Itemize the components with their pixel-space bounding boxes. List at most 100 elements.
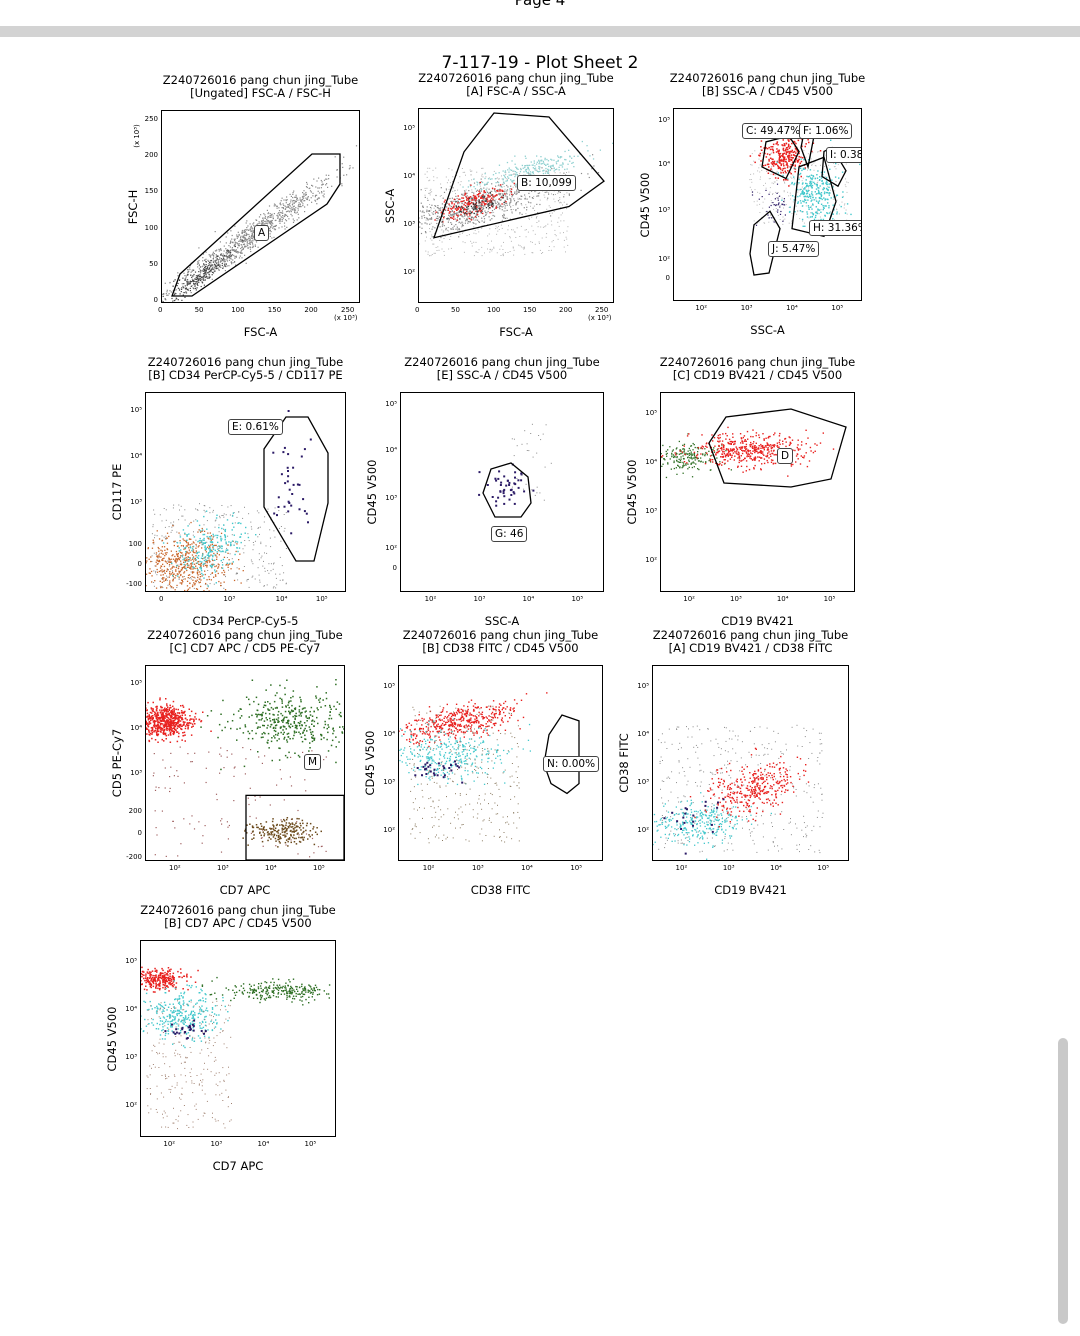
plot-title-line2: [E] SSC-A / CD45 V500	[436, 368, 568, 382]
population-dots	[751, 183, 786, 226]
gate-c[interactable]	[761, 135, 800, 180]
gate-g[interactable]	[482, 462, 532, 518]
gate-e[interactable]	[263, 416, 329, 562]
plot-title-line1: Z240726016 pang chun jing_Tube	[404, 355, 600, 369]
plot-canvas	[478, 423, 552, 518]
gate-label-d[interactable]: D	[777, 448, 794, 464]
plot-canvas	[146, 679, 344, 860]
page-label: Page 4	[514, 0, 566, 9]
plot-title-line2: [Ungated] FSC-A / FSC-H	[190, 86, 331, 100]
chart_data.9-y-tick-label: 10³	[125, 1053, 137, 1062]
gate-label-j[interactable]: J: 5.47%	[768, 241, 820, 257]
chart_data.0-y-tick-label: 50	[149, 259, 158, 268]
chart_data.3-y-tick-label: 10³	[130, 498, 142, 506]
population-dots	[511, 423, 552, 501]
chart_data.3-y-tick-label: 10⁵	[130, 406, 142, 414]
gate-label-e[interactable]: E: 0.61%	[228, 419, 283, 435]
gate-label-f[interactable]: F: 1.06%	[799, 123, 853, 139]
plot-frame-p8[interactable]: N: 0.00%	[398, 665, 603, 861]
gate-label-h[interactable]: H: 31.36%	[809, 220, 861, 236]
gate-j[interactable]	[749, 210, 781, 276]
population-dots	[689, 747, 810, 828]
chart_data.7-y-tick-label: 10⁴	[383, 729, 395, 738]
population-dots	[146, 697, 212, 743]
population-dots	[749, 129, 822, 187]
population-dots	[663, 798, 725, 855]
plot-frame-p4[interactable]: E: 0.61%	[145, 392, 346, 592]
gate-label-g[interactable]: G: 46	[491, 526, 528, 542]
gate-d[interactable]	[708, 408, 847, 488]
plot-canvas	[162, 145, 358, 302]
plot-title: Z240726016 pang chun jing_Tube [E] SSC-A …	[372, 356, 632, 382]
chart_data.5-y-tick-label: 10⁵	[645, 409, 657, 417]
gate-m[interactable]	[245, 794, 344, 860]
chart_data.2-x-tick-label: 10³	[740, 304, 753, 312]
plot-frame-p7[interactable]: M	[145, 665, 345, 861]
plot-frame-p9[interactable]	[652, 665, 849, 861]
chart_data.5-x-tick-label: 10⁵	[823, 595, 836, 603]
plot-title-line2: [B] CD7 APC / CD45 V500	[164, 916, 312, 930]
chart_data.9-x-tick-label: 10⁵	[304, 1140, 317, 1148]
x-axis-label: CD7 APC	[219, 883, 271, 897]
population-dots	[164, 1019, 207, 1040]
plot-frame-p3[interactable]: C: 49.47%F: 1.06% I: 0.38% H: 31.36% J: 5.4…	[673, 108, 862, 301]
chart_data.2-x-tick-label: 10⁴	[786, 304, 798, 312]
gate-b[interactable]	[432, 112, 605, 239]
scrollbar-thumb[interactable]	[1058, 1038, 1068, 1324]
plot-frame-p2[interactable]: B: 10,099	[418, 108, 614, 303]
chart_data.3-x-tick-label: 10³	[223, 595, 236, 603]
population-dots	[201, 976, 331, 1006]
chart_data.1-y-tick-label: 10⁵	[403, 124, 415, 133]
chart_data.1-x-tick-label: 100	[487, 306, 501, 314]
population-dots	[399, 692, 548, 748]
gate-n[interactable]	[543, 714, 580, 795]
chart_data.8-y-tick-label: 10⁵	[637, 681, 649, 690]
chart_data.6-y-tick-label: 10³	[130, 768, 142, 777]
chart_data.4-x-tick-label: 10⁵	[571, 595, 584, 603]
chart_data.8-y-tick-label: 10³	[637, 777, 649, 786]
plot-title-line2: [C] CD7 APC / CD5 PE-Cy7	[169, 641, 321, 655]
gate-label-n[interactable]: N: 0.00%	[543, 756, 600, 772]
plot-frame-p10[interactable]	[140, 940, 336, 1137]
population-dots	[419, 154, 600, 245]
gate-label-i[interactable]: I: 0.38%	[826, 147, 861, 163]
chart_data.1-y-tick-label: 10⁴	[403, 172, 415, 181]
population-dots	[441, 192, 505, 223]
plot-title: Z240726016 pang chun jing_Tube [A] FSC-A …	[386, 72, 646, 98]
chart_data.3-y-tick-label: 10⁴	[130, 452, 142, 460]
gate-label-a[interactable]: A	[254, 225, 270, 241]
chart_data.2-y-tick-label: 10⁵	[658, 115, 670, 124]
chart_data.3-y-tick-label: 0	[137, 560, 142, 568]
chart_data.3-x-tick-label: 10⁵	[315, 595, 328, 603]
plot-frame-p1[interactable]: A	[161, 110, 360, 303]
chart_data.1-x-tick-label: 150	[523, 306, 537, 314]
page-separator	[0, 26, 1080, 37]
gate-label-c[interactable]: C: 49.47%	[742, 123, 805, 139]
plot-frame-p6[interactable]: D	[660, 392, 855, 592]
chart_data.9-x-tick-label: 10²	[163, 1140, 176, 1148]
gate-label-m[interactable]: M	[304, 754, 322, 770]
chart_data.0-y-tick-label: 150	[144, 187, 158, 196]
population-dots	[141, 980, 229, 1049]
chart_data.1-x-tick-label: 200	[559, 306, 573, 314]
plot-title-line1: Z240726016 pang chun jing_Tube	[659, 355, 856, 369]
chart_data.9-x-tick-label: 10⁴	[257, 1140, 270, 1148]
gate-label-b[interactable]: B: 10,099	[517, 175, 576, 192]
chart_data.5-y-tick-label: 10³	[645, 507, 657, 515]
population-dots	[272, 410, 312, 535]
plot-title: Z240726016 pang chun jing_Tube [Ungated] …	[131, 74, 391, 100]
chart_data.4-y-tick-label: 10⁵	[385, 400, 397, 408]
y-axis-label: SSC-A	[383, 188, 397, 223]
gate-a[interactable]	[171, 153, 341, 297]
chart_data.8-x-tick-label: 10²	[675, 864, 688, 872]
plot-frame-p5[interactable]: G: 46	[400, 392, 604, 592]
population-dots	[162, 240, 249, 302]
chart_data.6-y-tick-label: -200	[126, 853, 142, 861]
chart_data.6-y-tick-label: 200	[128, 807, 142, 815]
x-multiplier: (x 10³)	[334, 314, 358, 322]
chart_data.4-x-tick-label: 10⁴	[522, 595, 535, 603]
plot-title-line2: [A] FSC-A / SSC-A	[466, 84, 566, 98]
population-dots	[414, 760, 464, 784]
chart_data.6-y-tick-label: 10⁵	[130, 678, 142, 687]
x-axis-label: CD19 BV421	[714, 883, 787, 897]
